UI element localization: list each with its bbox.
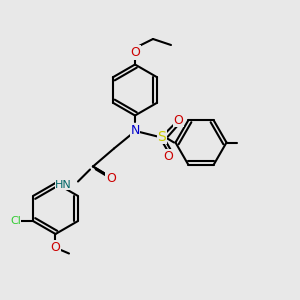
Text: O: O	[163, 149, 173, 163]
Text: O: O	[51, 241, 60, 254]
Text: O: O	[130, 46, 140, 59]
Text: S: S	[158, 130, 166, 143]
Text: N: N	[130, 124, 140, 137]
Text: O: O	[174, 113, 183, 127]
Text: HN: HN	[55, 179, 72, 190]
Text: O: O	[106, 172, 116, 185]
Text: Cl: Cl	[10, 216, 21, 226]
